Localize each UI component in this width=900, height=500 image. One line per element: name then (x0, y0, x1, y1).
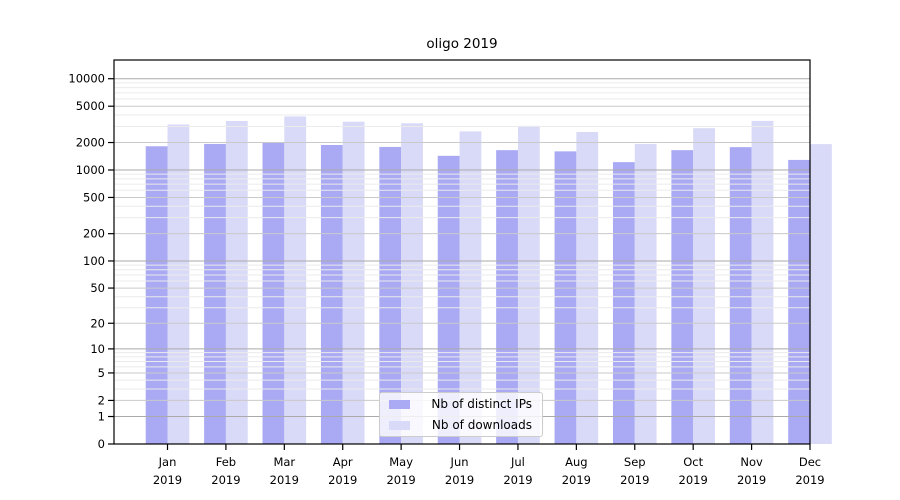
bar-downloads-jul (517, 125, 540, 445)
bar-distinct-ips-nov (729, 147, 752, 445)
y-tick-label-200: 200 (83, 227, 105, 241)
x-tick-label-sep: Sep 2019 (620, 455, 649, 487)
legend-item-downloads: Nb of downloads (385, 416, 536, 434)
legend-swatch-downloads (389, 420, 410, 430)
y-tick-label-1000: 1000 (76, 163, 105, 177)
bar-downloads-oct (693, 128, 715, 444)
x-tick-label-feb: Feb 2019 (211, 455, 240, 487)
legend-label-distinct-ips: Nb of distinct IPs (431, 397, 532, 411)
y-tick-label-2: 2 (98, 393, 105, 407)
y-tick-label-100: 100 (83, 254, 105, 268)
y-tick-label-500: 500 (83, 190, 105, 204)
y-tick-label-50: 50 (90, 281, 105, 295)
x-tick-label-jul: Jul 2019 (503, 455, 532, 487)
x-tick-label-mar: Mar 2019 (270, 455, 299, 487)
x-tick-label-aug: Aug 2019 (562, 455, 591, 487)
x-tick-label-may: May 2019 (386, 455, 415, 487)
bar-distinct-ips-may (379, 146, 402, 444)
bar-distinct-ips-dec (788, 159, 810, 444)
bar-distinct-ips-jan (145, 146, 168, 444)
bar-distinct-ips-apr (320, 144, 343, 444)
chart-title: oligo 2019 (426, 36, 498, 52)
bar-downloads-sep (634, 143, 657, 444)
bar-distinct-ips-sep (612, 162, 635, 444)
y-tick-label-10: 10 (90, 342, 105, 356)
x-tick-label-nov: Nov 2019 (737, 455, 766, 487)
y-tick-label-5: 5 (98, 366, 105, 380)
bar-downloads-feb (225, 121, 248, 444)
x-tick-label-jan: Jan 2019 (153, 455, 182, 487)
bar-distinct-ips-mar (262, 142, 285, 444)
x-tick-label-jun: Jun 2019 (445, 455, 474, 487)
y-tick-label-1: 1 (98, 410, 105, 424)
bar-distinct-ips-feb (204, 143, 226, 444)
bar-downloads-dec (810, 144, 832, 444)
bar-downloads-may (401, 123, 423, 445)
y-tick-label-5000: 5000 (76, 99, 105, 113)
legend-item-distinct-ips: Nb of distinct IPs (385, 395, 536, 413)
bar-downloads-apr (342, 121, 365, 444)
x-tick-label-oct: Oct 2019 (679, 455, 708, 487)
legend: Nb of distinct IPs Nb of downloads (379, 392, 543, 437)
y-tick-label-2000: 2000 (76, 136, 105, 150)
legend-swatch-distinct-ips (389, 399, 410, 409)
bar-downloads-jan (167, 124, 190, 444)
y-tick-label-20: 20 (90, 316, 105, 330)
y-tick-label-0: 0 (98, 437, 105, 451)
bar-downloads-nov (751, 120, 774, 445)
legend-label-downloads: Nb of downloads (431, 418, 532, 432)
x-tick-label-apr: Apr 2019 (328, 455, 357, 487)
bar-distinct-ips-jun (437, 155, 460, 444)
plot-border (113, 59, 811, 445)
y-tick-label-10000: 10000 (68, 72, 105, 86)
bar-downloads-mar (284, 116, 307, 444)
bar-distinct-ips-aug (554, 151, 577, 444)
x-tick-label-dec: Dec 2019 (795, 455, 824, 487)
